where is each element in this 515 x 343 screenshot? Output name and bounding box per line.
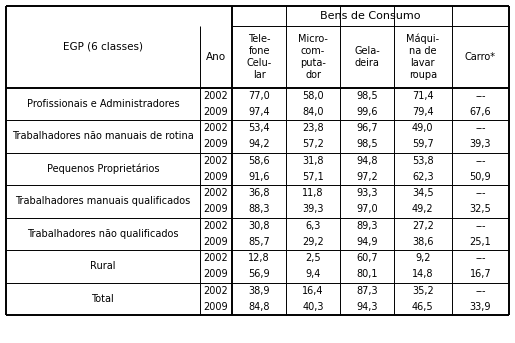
Text: 25,1: 25,1 xyxy=(470,237,491,247)
Text: 2009: 2009 xyxy=(204,172,228,182)
Text: 98,5: 98,5 xyxy=(356,139,377,149)
Text: 98,5: 98,5 xyxy=(356,91,377,100)
Text: 40,3: 40,3 xyxy=(302,302,324,312)
Text: 2002: 2002 xyxy=(203,221,228,230)
Text: Máqui-
na de
lavar
roupa: Máqui- na de lavar roupa xyxy=(406,33,439,80)
Text: 94,3: 94,3 xyxy=(356,302,377,312)
Text: 88,3: 88,3 xyxy=(249,204,270,214)
Text: 2002: 2002 xyxy=(203,286,228,296)
Text: 2002: 2002 xyxy=(203,91,228,100)
Text: ---: --- xyxy=(475,253,486,263)
Text: 12,8: 12,8 xyxy=(248,253,270,263)
Text: 35,2: 35,2 xyxy=(412,286,434,296)
Text: 2002: 2002 xyxy=(203,188,228,198)
Text: 6,3: 6,3 xyxy=(305,221,321,230)
Text: 23,8: 23,8 xyxy=(302,123,324,133)
Text: 38,6: 38,6 xyxy=(412,237,434,247)
Text: Ano: Ano xyxy=(206,51,226,61)
Text: 14,8: 14,8 xyxy=(412,269,434,280)
Text: 2002: 2002 xyxy=(203,123,228,133)
Text: 97,0: 97,0 xyxy=(356,204,377,214)
Text: Rural: Rural xyxy=(90,261,115,271)
Text: 94,9: 94,9 xyxy=(356,237,377,247)
Text: 87,3: 87,3 xyxy=(356,286,377,296)
Text: 97,4: 97,4 xyxy=(248,107,270,117)
Text: 96,7: 96,7 xyxy=(356,123,377,133)
Text: Tele-
fone
Celu-
lar: Tele- fone Celu- lar xyxy=(247,34,272,80)
Text: 29,2: 29,2 xyxy=(302,237,324,247)
Text: 93,3: 93,3 xyxy=(356,188,377,198)
Text: ---: --- xyxy=(475,286,486,296)
Text: Trabalhadores não manuais de rotina: Trabalhadores não manuais de rotina xyxy=(12,131,194,141)
Text: 58,0: 58,0 xyxy=(302,91,324,100)
Text: 34,5: 34,5 xyxy=(412,188,434,198)
Text: 94,8: 94,8 xyxy=(356,156,377,166)
Text: 62,3: 62,3 xyxy=(412,172,434,182)
Text: 60,7: 60,7 xyxy=(356,253,377,263)
Text: 9,4: 9,4 xyxy=(305,269,321,280)
Text: 16,7: 16,7 xyxy=(470,269,491,280)
Text: ---: --- xyxy=(475,188,486,198)
Text: 77,0: 77,0 xyxy=(248,91,270,100)
Text: Trabalhadores manuais qualificados: Trabalhadores manuais qualificados xyxy=(15,196,191,206)
Text: ---: --- xyxy=(475,156,486,166)
Text: 84,8: 84,8 xyxy=(249,302,270,312)
Text: 11,8: 11,8 xyxy=(302,188,324,198)
Text: 2009: 2009 xyxy=(204,237,228,247)
Text: 85,7: 85,7 xyxy=(248,237,270,247)
Text: Trabalhadores não qualificados: Trabalhadores não qualificados xyxy=(27,229,179,239)
Text: ---: --- xyxy=(475,91,486,100)
Text: 39,3: 39,3 xyxy=(470,139,491,149)
Text: 49,2: 49,2 xyxy=(412,204,434,214)
Text: 79,4: 79,4 xyxy=(412,107,434,117)
Text: 32,5: 32,5 xyxy=(470,204,491,214)
Text: 46,5: 46,5 xyxy=(412,302,434,312)
Text: 91,6: 91,6 xyxy=(249,172,270,182)
Text: 56,9: 56,9 xyxy=(248,269,270,280)
Text: 2002: 2002 xyxy=(203,253,228,263)
Text: 58,6: 58,6 xyxy=(248,156,270,166)
Text: 49,0: 49,0 xyxy=(412,123,434,133)
Text: 39,3: 39,3 xyxy=(302,204,324,214)
Text: 2009: 2009 xyxy=(204,269,228,280)
Text: 38,9: 38,9 xyxy=(249,286,270,296)
Text: 2009: 2009 xyxy=(204,107,228,117)
Text: 97,2: 97,2 xyxy=(356,172,378,182)
Text: 50,9: 50,9 xyxy=(470,172,491,182)
Text: Total: Total xyxy=(92,294,114,304)
Text: 84,0: 84,0 xyxy=(302,107,324,117)
Text: Bens de Consumo: Bens de Consumo xyxy=(320,11,421,21)
Text: 89,3: 89,3 xyxy=(356,221,377,230)
Text: 2,5: 2,5 xyxy=(305,253,321,263)
Text: 99,6: 99,6 xyxy=(356,107,377,117)
Text: 36,8: 36,8 xyxy=(249,188,270,198)
Text: 2002: 2002 xyxy=(203,156,228,166)
Text: 59,7: 59,7 xyxy=(412,139,434,149)
Text: 53,4: 53,4 xyxy=(248,123,270,133)
Text: 2009: 2009 xyxy=(204,204,228,214)
Text: 57,1: 57,1 xyxy=(302,172,324,182)
Text: ---: --- xyxy=(475,123,486,133)
Text: 33,9: 33,9 xyxy=(470,302,491,312)
Text: Profissionais e Administradores: Profissionais e Administradores xyxy=(26,99,179,109)
Text: 30,8: 30,8 xyxy=(249,221,270,230)
Text: 16,4: 16,4 xyxy=(302,286,324,296)
Text: 2009: 2009 xyxy=(204,139,228,149)
Text: 67,6: 67,6 xyxy=(470,107,491,117)
Text: 53,8: 53,8 xyxy=(412,156,434,166)
Text: 9,2: 9,2 xyxy=(415,253,431,263)
Text: Gela-
deira: Gela- deira xyxy=(354,46,380,68)
Text: 57,2: 57,2 xyxy=(302,139,324,149)
Text: Carro*: Carro* xyxy=(465,51,496,61)
Text: ---: --- xyxy=(475,221,486,230)
Text: 2009: 2009 xyxy=(204,302,228,312)
Text: 27,2: 27,2 xyxy=(412,221,434,230)
Text: 71,4: 71,4 xyxy=(412,91,434,100)
Text: Pequenos Proprietários: Pequenos Proprietários xyxy=(46,164,159,174)
Text: EGP (6 classes): EGP (6 classes) xyxy=(63,42,143,52)
Text: 94,2: 94,2 xyxy=(248,139,270,149)
Text: Micro-
com-
puta-
dor: Micro- com- puta- dor xyxy=(298,34,328,80)
Text: 80,1: 80,1 xyxy=(356,269,377,280)
Text: 31,8: 31,8 xyxy=(302,156,324,166)
